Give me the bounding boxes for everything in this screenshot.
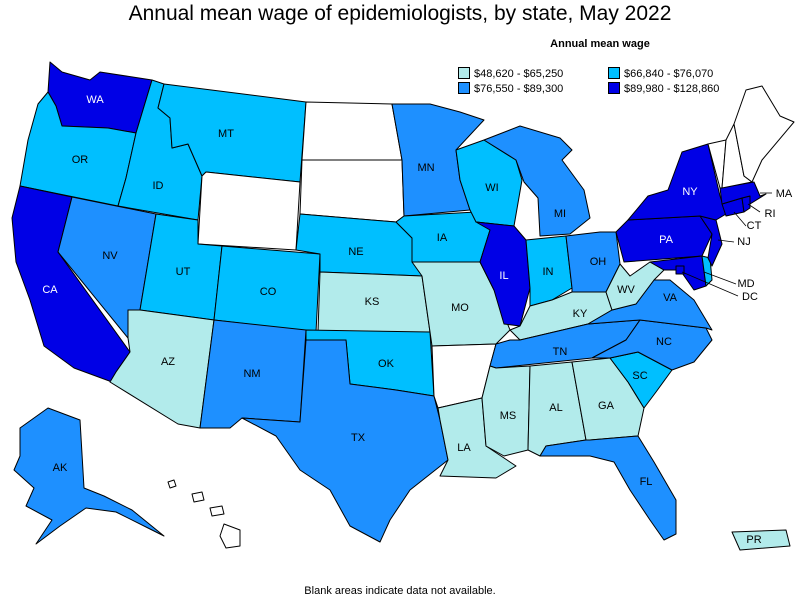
state-label-nc: NC — [656, 336, 672, 348]
map-title: Annual mean wage of epidemiologists, by … — [128, 2, 672, 25]
state-label-ri: RI — [765, 208, 776, 220]
legend-label-bin-3: $76,550 - $89,300 — [474, 83, 564, 95]
state-ny[interactable] — [627, 143, 727, 221]
state-label-mi: MI — [554, 208, 566, 220]
legend-swatch-bin-3 — [458, 82, 470, 94]
state-label-nj: NJ — [737, 236, 750, 248]
state-nd[interactable] — [301, 101, 403, 161]
state-hi-2[interactable] — [191, 491, 205, 503]
state-label-ut: UT — [176, 266, 191, 278]
leader-md — [703, 271, 737, 285]
footnote: Blank areas indicate data not available. — [304, 585, 496, 597]
state-label-wv: WV — [617, 284, 635, 296]
state-label-ca: CA — [42, 284, 58, 296]
state-label-nm: NM — [243, 368, 260, 380]
state-label-pr: PR — [746, 534, 761, 546]
state-sd[interactable] — [299, 159, 405, 223]
state-pr[interactable] — [731, 529, 791, 551]
legend-label-bin-1: $48,620 - $65,250 — [474, 68, 564, 80]
legend-label-bin-4: $89,980 - $128,860 — [624, 83, 720, 95]
state-hi-3[interactable] — [209, 505, 225, 517]
state-label-ia: IA — [437, 232, 448, 244]
state-label-wi: WI — [485, 182, 498, 194]
state-label-ny: NY — [682, 186, 698, 198]
state-hi-4[interactable] — [219, 523, 241, 549]
state-label-az: AZ — [161, 356, 175, 368]
state-fl[interactable] — [539, 435, 677, 541]
state-label-ct: CT — [747, 220, 762, 232]
state-il[interactable] — [475, 221, 531, 327]
state-label-tx: TX — [351, 432, 366, 444]
state-label-ks: KS — [365, 296, 380, 308]
state-wy[interactable] — [197, 171, 301, 251]
state-label-in: IN — [543, 266, 554, 278]
state-label-or: OR — [72, 154, 89, 166]
state-label-il: IL — [499, 270, 508, 282]
state-mi[interactable] — [483, 125, 591, 237]
state-label-ga: GA — [598, 400, 615, 412]
legend-title: Annual mean wage — [550, 38, 650, 50]
legend-item-bin-2: $66,840 - $76,070 — [608, 67, 714, 80]
leader-nj — [717, 239, 735, 243]
state-label-al: AL — [549, 402, 562, 414]
state-label-ky: KY — [573, 308, 588, 320]
state-label-ne: NE — [348, 246, 363, 258]
state-label-ms: MS — [500, 410, 517, 422]
state-label-ak: AK — [53, 462, 68, 474]
state-me[interactable] — [733, 85, 795, 183]
state-ak[interactable] — [13, 407, 165, 545]
state-label-pa: PA — [659, 234, 674, 246]
state-label-dc: DC — [742, 291, 758, 303]
state-label-la: LA — [457, 442, 471, 454]
state-label-ma: MA — [776, 188, 793, 200]
state-ri[interactable] — [741, 195, 751, 213]
state-label-oh: OH — [590, 256, 607, 268]
leader-ri — [747, 203, 761, 213]
legend-swatch-bin-1 — [458, 67, 470, 79]
state-tx[interactable] — [241, 339, 449, 543]
state-label-wa: WA — [86, 94, 104, 106]
state-label-md: MD — [737, 278, 754, 290]
state-label-tn: TN — [553, 346, 568, 358]
legend-item-bin-1: $48,620 - $65,250 — [458, 67, 564, 80]
state-label-fl: FL — [640, 476, 653, 488]
legend-swatch-bin-2 — [608, 67, 620, 79]
leader-dc — [681, 271, 739, 297]
state-label-va: VA — [663, 292, 678, 304]
state-label-nv: NV — [102, 250, 118, 262]
state-label-co: CO — [260, 286, 277, 298]
legend-label-bin-2: $66,840 - $76,070 — [624, 68, 714, 80]
state-de[interactable] — [701, 255, 713, 287]
leader-ct — [733, 211, 747, 227]
state-label-mt: MT — [218, 128, 234, 140]
state-label-id: ID — [153, 180, 164, 192]
legend-item-bin-3: $76,550 - $89,300 — [458, 82, 564, 95]
legend-item-bin-4: $89,980 - $128,860 — [608, 82, 720, 95]
legend-swatch-bin-4 — [608, 82, 620, 94]
state-label-mo: MO — [451, 302, 469, 314]
state-hi-1[interactable] — [167, 479, 177, 489]
state-label-ok: OK — [378, 358, 395, 370]
state-ma[interactable] — [719, 181, 767, 205]
state-dc[interactable] — [675, 265, 685, 275]
state-label-mn: MN — [417, 162, 434, 174]
state-label-sc: SC — [632, 370, 647, 382]
state-nc[interactable] — [591, 319, 713, 371]
